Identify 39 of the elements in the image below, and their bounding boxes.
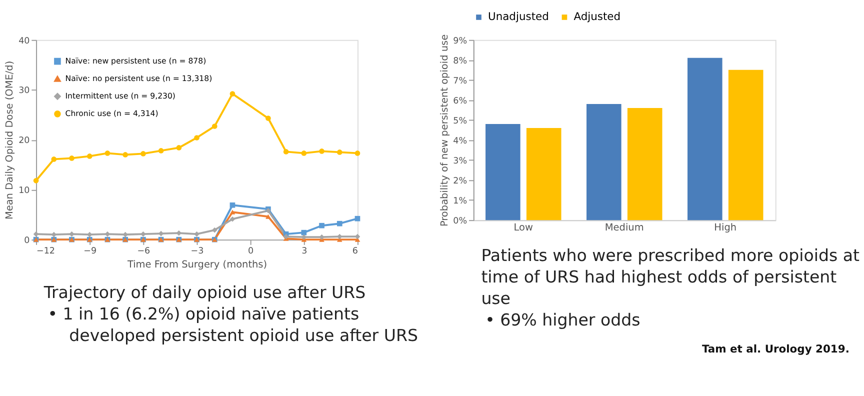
text: Tam et al. Urology 2019. — [702, 342, 850, 356]
y-tick-label: 8% — [453, 56, 468, 66]
legend-label: Unadjusted — [488, 10, 549, 24]
text: • 1 in 16 (6.2%) opioid naïve patients developed persistent opioid use after URS — [48, 304, 418, 345]
y-axis-title: Probability of new persistent opioid use — [439, 34, 450, 227]
x-tick-label: −3 — [190, 246, 204, 257]
y-tick-label: 3% — [453, 156, 468, 166]
legend-label: Intermittent use (n = 9,230) — [65, 91, 176, 100]
legend-label: Chronic use (n = 4,314) — [65, 108, 158, 118]
y-tick-label: 1% — [453, 196, 468, 206]
x-tick-label: 0 — [248, 246, 254, 257]
y-tick-label: 30 — [18, 86, 30, 96]
x-tick-label: Medium — [604, 222, 644, 234]
y-tick-label: 9% — [453, 36, 468, 46]
y-tick-label: 6% — [453, 96, 468, 106]
y-tick-label: 7% — [453, 76, 468, 86]
text: Trajectory of daily opioid use after URS — [42, 283, 366, 302]
text: • 69% higher odds — [485, 310, 640, 330]
x-tick-label: 6 — [352, 246, 358, 257]
x-tick-label: −9 — [84, 246, 97, 257]
y-tick-label: 0% — [453, 216, 468, 226]
x-tick-label: 3 — [302, 246, 308, 257]
y-tick-label: 40 — [18, 36, 30, 46]
y-tick-label: 10 — [18, 186, 30, 196]
x-tick-label: −12 — [36, 246, 55, 257]
x-axis-title: Time From Surgery (months) — [126, 259, 268, 270]
y-tick-label: 2% — [453, 176, 468, 186]
legend-label: Naïve: no persistent use (n = 13,318) — [65, 74, 212, 83]
legend-label: Adjusted — [574, 10, 621, 24]
x-tick-label: Low — [514, 222, 534, 234]
text: Patients who were prescribed more opioids at time of URS had highest odds of persistent use — [481, 246, 860, 308]
y-tick-label: 5% — [453, 116, 468, 126]
y-axis-title: Mean Daily Opioid Dose (OME/d) — [4, 60, 16, 220]
legend-label: Naïve: new persistent use (n = 878) — [65, 56, 206, 66]
x-tick-label: High — [714, 222, 737, 234]
y-tick-label: 20 — [18, 136, 30, 146]
y-tick-label: 0 — [24, 236, 30, 246]
x-tick-label: −6 — [137, 246, 151, 257]
y-tick-label: 4% — [453, 136, 468, 146]
